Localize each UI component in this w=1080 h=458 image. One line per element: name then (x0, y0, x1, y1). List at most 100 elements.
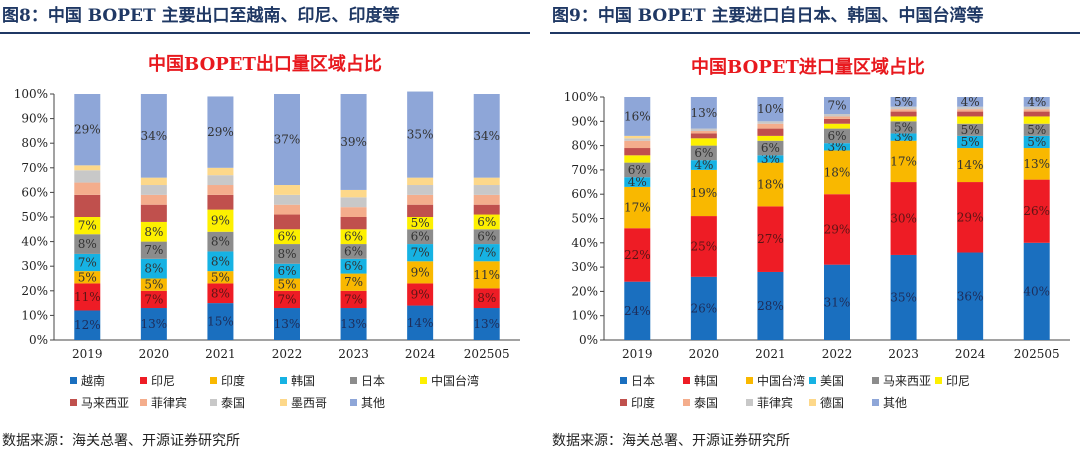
legend-swatch (620, 399, 627, 406)
legend-label: 韩国 (694, 373, 718, 388)
bar-segment (957, 182, 984, 253)
bar-segment (473, 185, 500, 195)
data-label: 7% (144, 243, 163, 257)
data-label: 28% (757, 299, 784, 313)
legend-label: 中国台湾 (757, 373, 805, 388)
y-tick-label: 30% (571, 260, 598, 274)
data-label: 7% (144, 292, 163, 306)
legend-swatch (620, 377, 627, 384)
bar-segment (890, 111, 917, 117)
bar-segment (757, 121, 784, 124)
data-label: 17% (890, 154, 917, 168)
bar-segment (274, 204, 300, 215)
bar-segment (473, 177, 500, 186)
bar-segment (957, 252, 984, 340)
bar-segment (340, 244, 367, 259)
legend-label: 印尼 (151, 374, 175, 388)
y-tick-label: 0% (29, 333, 48, 347)
figure-8-panel: 图8：中国 BOPET 主要出口至越南、印尼、印度等 中国BOPET出口量区域占… (0, 0, 530, 458)
bar-segment (340, 207, 367, 217)
bar-segment (690, 133, 717, 139)
bar-segment (690, 131, 717, 134)
data-label: 9% (411, 287, 430, 301)
legend-swatch (280, 399, 287, 406)
x-tick-label: 202505 (464, 347, 510, 361)
bar-segment (340, 229, 367, 245)
bar-segment (407, 204, 434, 217)
legend-swatch (809, 377, 816, 384)
bar-segment (624, 228, 651, 282)
bar-segment (890, 109, 917, 112)
legend-swatch (210, 377, 217, 384)
bar-segment (473, 194, 500, 205)
bar-segment (207, 283, 234, 304)
data-label: 19% (691, 186, 718, 200)
data-label: 14% (407, 316, 434, 330)
bar-segment (824, 150, 850, 195)
bar-segment (957, 123, 984, 136)
bar-segment (624, 155, 651, 163)
bar-segment (473, 288, 500, 309)
import-share-chart: 中国BOPET进口量区域占比 0% 10% 20% 30% 40% 50% 60% 70% 80%… (564, 56, 1070, 410)
data-label: 6% (344, 244, 363, 258)
data-label: 4% (1027, 95, 1046, 109)
legend-label: 印度 (631, 395, 655, 410)
data-label: 8% (211, 254, 230, 268)
y-tick-label: 40% (571, 236, 598, 250)
legend-swatch (935, 377, 942, 384)
legend-label: 印尼 (946, 374, 970, 388)
legend-label: 中国台湾 (431, 373, 479, 388)
bar-segment (74, 234, 101, 254)
legend-swatch (872, 377, 879, 384)
bar-segment (473, 204, 500, 215)
data-label: 17% (624, 201, 651, 215)
bar-segment (74, 170, 101, 183)
bar-segment (140, 241, 167, 259)
data-label: 25% (691, 239, 718, 253)
y-tick-label: 40% (21, 235, 48, 249)
legend-label: 菲律宾 (757, 395, 793, 410)
data-label: 11% (74, 290, 101, 304)
bar-segment (274, 214, 300, 230)
bar-segment (624, 177, 651, 187)
bar-segment (890, 140, 917, 183)
data-label: 40% (1023, 284, 1050, 298)
bar-segment (757, 128, 784, 136)
bar-segment (340, 290, 367, 309)
bar-segment (340, 258, 367, 274)
bar-segment (407, 244, 434, 262)
y-tick-label: 20% (21, 284, 48, 298)
data-label: 4% (694, 158, 713, 172)
legend-label: 其他 (883, 396, 907, 410)
y-tick-label: 0% (579, 333, 598, 347)
data-label: 18% (824, 165, 851, 179)
data-label: 4% (961, 95, 980, 109)
data-label: 3% (827, 140, 846, 154)
legend-label: 日本 (631, 374, 655, 388)
bar-segment (340, 217, 367, 230)
legend-swatch (140, 399, 147, 406)
bar-segment (140, 94, 167, 178)
bar-segment (957, 111, 984, 117)
y-tick-label: 100% (564, 90, 598, 104)
legend-label: 美国 (820, 374, 844, 388)
legend-swatch (70, 377, 77, 384)
bar-segment (624, 148, 651, 156)
bar-segment (624, 162, 651, 178)
data-label: 6% (277, 264, 296, 278)
bar-segment (140, 194, 167, 205)
bar-segment (274, 263, 300, 279)
y-tick-label: 20% (571, 284, 598, 298)
legend-swatch (420, 377, 427, 384)
data-label: 5% (1027, 123, 1046, 137)
bar-segment (824, 97, 850, 115)
legend-label: 其他 (361, 396, 385, 410)
legend-swatch (350, 377, 357, 384)
data-label: 35% (890, 290, 917, 304)
data-label: 7% (78, 256, 97, 270)
y-tick-label: 60% (21, 185, 48, 199)
bar-segment (207, 231, 234, 252)
legend-label: 泰国 (221, 396, 245, 410)
y-tick-label: 50% (571, 212, 598, 226)
bar-segment (757, 123, 784, 129)
